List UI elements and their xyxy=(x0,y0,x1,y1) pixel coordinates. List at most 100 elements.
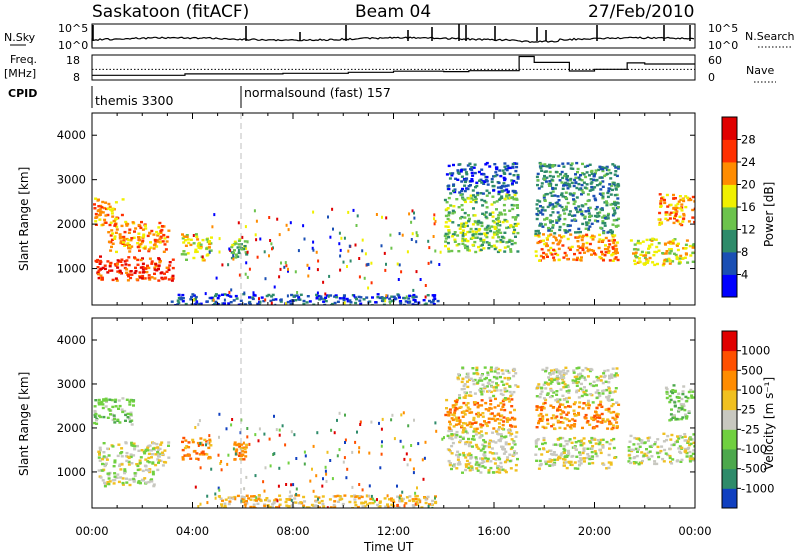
heatmap-cell xyxy=(607,251,611,254)
heatmap-cell xyxy=(358,446,361,450)
heatmap-cell xyxy=(416,502,420,505)
heatmap-cell xyxy=(578,463,582,467)
heatmap-cell xyxy=(452,189,455,193)
heatmap-cell xyxy=(461,234,465,237)
heatmap-cell xyxy=(488,227,492,230)
heatmap-cell xyxy=(681,392,685,396)
heatmap-cell xyxy=(568,213,572,216)
heatmap-cell xyxy=(198,419,201,423)
heatmap-cell xyxy=(392,500,396,504)
heatmap-cell xyxy=(564,181,568,185)
heatmap-cell xyxy=(447,164,451,168)
heatmap-cell xyxy=(556,211,560,214)
heatmap-cell xyxy=(581,222,585,226)
heatmap-cell xyxy=(489,390,493,394)
heatmap-cell xyxy=(148,468,152,471)
heatmap-cell xyxy=(455,467,459,470)
heatmap-cell xyxy=(555,221,559,224)
heatmap-cell xyxy=(513,408,516,412)
heatmap-cell xyxy=(616,167,620,170)
heatmap-cell xyxy=(141,274,145,278)
heatmap-cell xyxy=(141,268,145,271)
heatmap-cell xyxy=(430,260,433,264)
heatmap-cell xyxy=(404,300,408,303)
heatmap-cell xyxy=(133,256,136,259)
heatmap-cell xyxy=(113,223,117,226)
heatmap-cell xyxy=(556,400,559,403)
heatmap-cell xyxy=(535,175,539,179)
heatmap-cell xyxy=(330,428,333,432)
heatmap-cell xyxy=(588,215,592,218)
heatmap-cell xyxy=(593,417,597,421)
heatmap-cell xyxy=(669,460,672,464)
heatmap-cell xyxy=(603,420,607,423)
heatmap-cell xyxy=(141,265,145,269)
heatmap-cell xyxy=(499,174,503,178)
heatmap-cell xyxy=(466,187,470,191)
heatmap-cell xyxy=(480,198,484,202)
heatmap-cell xyxy=(540,185,544,188)
heatmap-cell xyxy=(676,459,680,462)
heatmap-cell xyxy=(185,445,189,448)
heatmap-cell xyxy=(555,393,559,396)
heatmap-cell xyxy=(690,394,694,397)
heatmap-cell xyxy=(317,259,320,263)
heatmap-cell xyxy=(136,444,139,448)
heatmap-cell xyxy=(159,231,163,234)
heatmap-cell xyxy=(447,250,451,253)
heatmap-cell xyxy=(581,245,585,248)
heatmap-cell xyxy=(481,424,485,427)
heatmap-cell xyxy=(568,224,572,227)
heatmap-cell xyxy=(109,221,113,224)
heatmap-cell xyxy=(472,438,476,441)
heatmap-cell xyxy=(139,242,143,246)
heatmap-cell xyxy=(542,406,546,410)
colorbar-segment xyxy=(722,331,737,352)
heatmap-cell xyxy=(580,374,584,378)
heatmap-cell xyxy=(235,297,239,300)
heatmap-cell xyxy=(587,455,591,458)
heatmap-cell xyxy=(681,416,685,419)
heatmap-cell xyxy=(693,220,695,224)
heatmap-cell xyxy=(296,291,299,294)
heatmap-cell xyxy=(540,169,544,172)
heatmap-cell xyxy=(399,439,402,443)
heatmap-cell xyxy=(486,371,490,374)
heatmap-cell xyxy=(639,253,643,256)
heatmap-cell xyxy=(514,191,518,195)
heatmap-cell xyxy=(615,415,619,419)
heatmap-cell xyxy=(599,451,603,455)
heatmap-cell xyxy=(669,248,673,251)
heatmap-cell xyxy=(336,418,338,422)
heatmap-cell xyxy=(604,244,607,247)
heatmap-cell xyxy=(581,246,585,249)
heatmap-cell xyxy=(557,377,561,380)
heatmap-cell xyxy=(102,399,106,402)
heatmap-cell xyxy=(186,238,190,241)
heatmap-cell xyxy=(546,392,550,395)
heatmap-cell xyxy=(663,258,667,262)
heatmap-cell xyxy=(113,459,117,462)
heatmap-cell xyxy=(507,431,511,434)
heatmap-cell xyxy=(130,423,134,426)
heatmap-cell xyxy=(184,439,188,442)
heatmap-cell xyxy=(647,439,650,442)
heatmap-cell xyxy=(665,193,669,197)
heatmap-cell xyxy=(594,198,598,202)
heatmap-cell xyxy=(495,173,499,177)
heatmap-cell xyxy=(534,234,538,237)
heatmap-cell xyxy=(588,457,592,461)
heatmap-cell xyxy=(481,447,485,451)
heatmap-cell xyxy=(680,436,684,439)
heatmap-cell xyxy=(555,201,559,204)
heatmap-cell xyxy=(185,235,189,238)
heatmap-cell xyxy=(473,401,477,404)
heatmap-cell xyxy=(460,204,464,207)
heatmap-cell xyxy=(327,294,330,298)
heatmap-cell xyxy=(450,433,454,436)
heatmap-cell xyxy=(514,372,518,375)
heatmap-cell xyxy=(561,244,565,247)
heatmap-cell xyxy=(492,175,495,178)
heatmap-cell xyxy=(353,498,357,501)
